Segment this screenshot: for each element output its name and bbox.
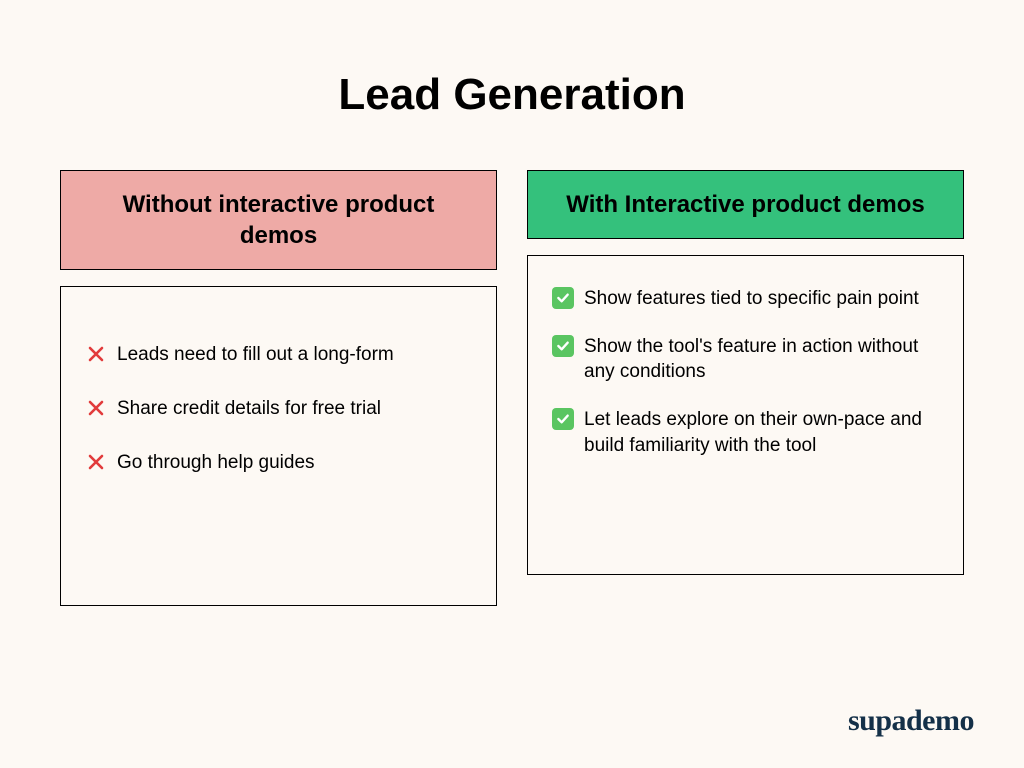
right-column-body: Show features tied to specific pain poin…: [527, 255, 964, 575]
check-icon: [552, 408, 574, 430]
left-column: Without interactive product demos Leads …: [60, 170, 497, 606]
check-icon: [552, 287, 574, 309]
item-text: Show the tool's feature in action withou…: [584, 334, 939, 385]
list-item: Leads need to fill out a long-form: [85, 342, 472, 368]
list-item: Let leads explore on their own-pace and …: [552, 407, 939, 458]
left-column-header: Without interactive product demos: [60, 170, 497, 270]
right-column: With Interactive product demos Show feat…: [527, 170, 964, 606]
item-text: Let leads explore on their own-pace and …: [584, 407, 939, 458]
left-column-body: Leads need to fill out a long-form Share…: [60, 286, 497, 606]
right-column-header: With Interactive product demos: [527, 170, 964, 239]
item-text: Go through help guides: [117, 450, 472, 476]
cross-icon: [85, 451, 107, 473]
page-title: Lead Generation: [0, 0, 1024, 170]
item-text: Leads need to fill out a long-form: [117, 342, 472, 368]
list-item: Show the tool's feature in action withou…: [552, 334, 939, 385]
list-item: Go through help guides: [85, 450, 472, 476]
item-text: Show features tied to specific pain poin…: [584, 286, 939, 312]
list-item: Share credit details for free trial: [85, 396, 472, 422]
list-item: Show features tied to specific pain poin…: [552, 286, 939, 312]
check-icon: [552, 335, 574, 357]
cross-icon: [85, 343, 107, 365]
item-text: Share credit details for free trial: [117, 396, 472, 422]
brand-logo: supademo: [848, 704, 974, 738]
comparison-columns: Without interactive product demos Leads …: [0, 170, 1024, 606]
cross-icon: [85, 397, 107, 419]
